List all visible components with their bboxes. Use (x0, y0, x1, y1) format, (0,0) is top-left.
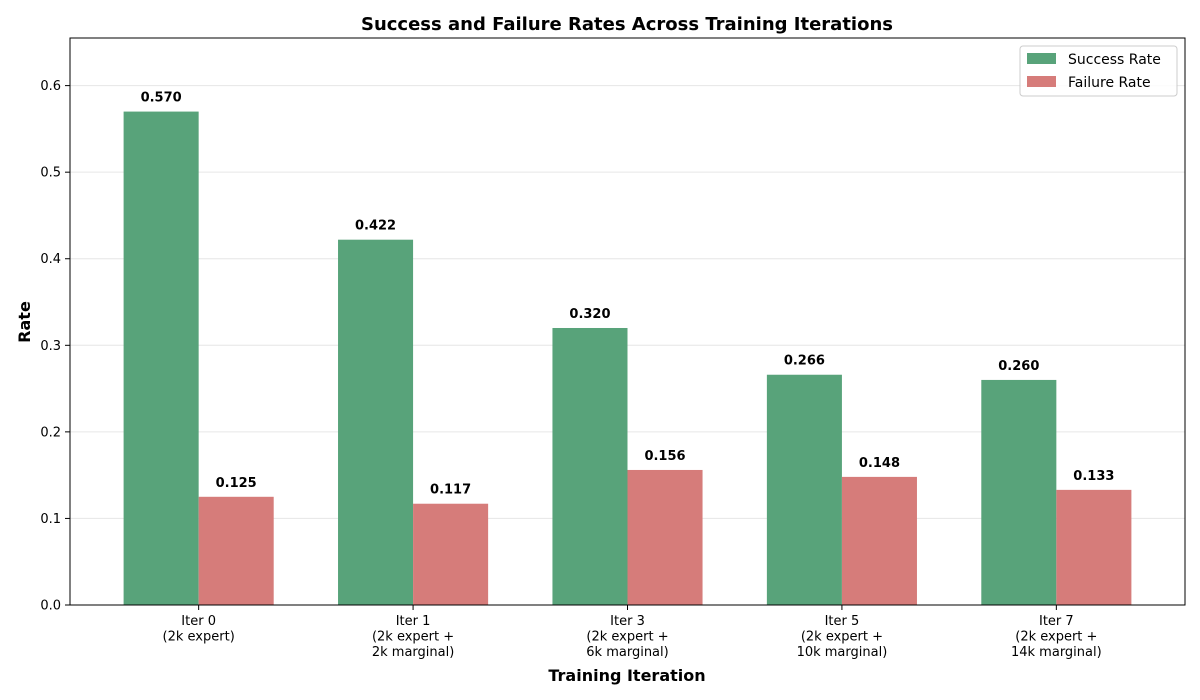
x-tick-label-line: (2k expert + (1015, 630, 1097, 645)
failure-rate-bar (627, 469, 703, 605)
legend-swatch-success (1027, 53, 1056, 64)
y-axis-label: Rate (15, 301, 34, 343)
bars (123, 111, 1132, 606)
success-rate-value-label: 0.260 (998, 359, 1039, 374)
y-tick-label: 0.1 (40, 512, 61, 527)
y-tick-label: 0.4 (40, 252, 61, 267)
legend: Success Rate Failure Rate (1019, 45, 1178, 97)
value-labels: 0.570 0.125 0.422 0.117 0.320 0.156 0.266 0.148… (141, 91, 1115, 498)
x-tick-label-line: 14k marginal) (1011, 645, 1102, 660)
failure-rate-value-label: 0.156 (644, 449, 685, 464)
legend-swatch-failure (1027, 76, 1056, 87)
failure-rate-bar (841, 476, 917, 605)
x-tick-label-line: (2k expert) (163, 630, 235, 645)
legend-label-success: Success Rate (1068, 52, 1161, 68)
failure-rate-value-label: 0.117 (430, 483, 471, 498)
x-tick-label-line: Iter 5 (825, 614, 860, 629)
failure-rate-bar (198, 496, 274, 605)
success-rate-value-label: 0.266 (784, 354, 825, 369)
failure-rate-value-label: 0.148 (859, 456, 900, 471)
failure-rate-value-label: 0.125 (216, 476, 257, 491)
x-tick-label: Iter 0 (2k expert) (163, 614, 235, 645)
y-tick-label: 0.6 (40, 79, 61, 94)
x-axis-label: Training Iteration (548, 666, 705, 685)
x-tick-label: Iter 7 (2k expert +14k marginal) (1011, 614, 1102, 660)
chart-title: Success and Failure Rates Across Trainin… (361, 14, 893, 35)
success-rate-value-label: 0.422 (355, 219, 396, 234)
success-rate-bar (552, 327, 628, 605)
failure-rate-bar (413, 503, 489, 605)
x-tick-label-line: Iter 0 (181, 614, 216, 629)
failure-rate-value-label: 0.133 (1073, 469, 1114, 484)
success-rate-bar (981, 379, 1057, 605)
x-tick-label-line: 10k marginal) (797, 645, 888, 660)
y-tick-label: 0.3 (40, 339, 61, 354)
y-tick-label: 0.2 (40, 425, 61, 440)
x-tick-label: Iter 5 (2k expert +10k marginal) (797, 614, 888, 660)
x-tick-label-line: Iter 3 (610, 614, 645, 629)
x-tick-label-line: (2k expert + (801, 630, 883, 645)
x-tick-label-line: (2k expert + (586, 630, 668, 645)
y-tick-label: 0.0 (40, 599, 61, 614)
success-rate-bar (123, 111, 199, 606)
legend-label-failure: Failure Rate (1068, 75, 1151, 91)
x-tick-label: Iter 3 (2k expert +6k marginal) (586, 614, 668, 660)
x-tick-label: Iter 1 (2k expert +2k marginal) (372, 614, 454, 660)
legend-box (1019, 45, 1178, 97)
x-tick-label-line: 6k marginal) (586, 645, 668, 660)
y-tick-label: 0.5 (40, 166, 61, 181)
x-tick-label-line: (2k expert + (372, 630, 454, 645)
x-tick-label-line: Iter 1 (396, 614, 431, 629)
success-rate-value-label: 0.320 (569, 307, 610, 322)
success-rate-bar (766, 374, 842, 605)
x-tick-label-line: Iter 7 (1039, 614, 1074, 629)
success-rate-bar (338, 239, 414, 606)
x-tick-label-line: 2k marginal) (372, 645, 454, 660)
success-rate-value-label: 0.570 (141, 91, 182, 106)
y-axis: 0.0 0.1 0.2 0.3 0.4 0.5 0.6 (40, 79, 70, 614)
failure-rate-bar (1056, 489, 1132, 605)
x-axis: Iter 0 (2k expert)Iter 1 (2k expert +2k ma… (163, 605, 1102, 660)
